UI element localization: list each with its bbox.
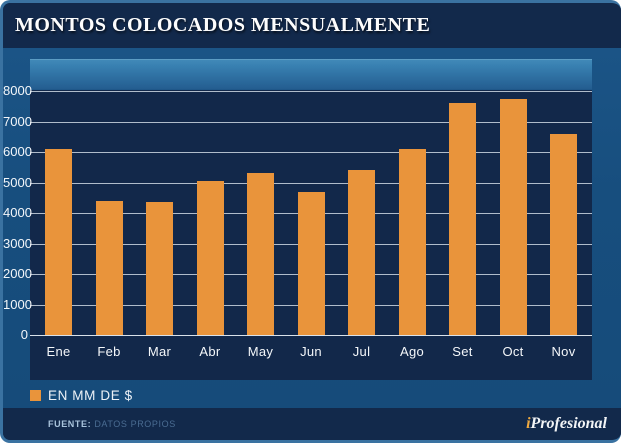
gridline-6000 <box>30 152 592 153</box>
source-note: FUENTE: DATOS PROPIOS <box>48 419 176 429</box>
x-tick-label-abr: Abr <box>199 344 221 359</box>
y-tick-label-7000: 7000 <box>3 113 32 129</box>
x-tick-label-ene: Ene <box>46 344 71 359</box>
brand-logo-rest: Profesional <box>530 415 607 432</box>
gridline-0 <box>30 335 592 336</box>
bar-jun <box>297 191 325 335</box>
title-bar: MONTOS COLOCADOS MENSUALMENTE <box>3 3 621 48</box>
brand-logo-i: i <box>526 415 531 432</box>
bar-oct <box>499 98 527 335</box>
x-tick-label-set: Set <box>452 344 473 359</box>
gridline-5000 <box>30 182 592 184</box>
bar-may <box>247 173 274 335</box>
y-tick-label-4000: 4000 <box>3 205 32 220</box>
x-tick-label-may: May <box>247 344 274 359</box>
brand-logo: iProfesional <box>526 415 607 433</box>
x-tick-label-oct: Oct <box>502 344 524 359</box>
x-tick-label-feb: Feb <box>97 344 121 359</box>
y-tick-label-2000: 2000 <box>3 266 32 281</box>
bar-jul <box>348 170 375 335</box>
legend-swatch-icon <box>30 389 41 401</box>
y-tick-label-8000: 8000 <box>3 83 32 98</box>
gridline-7000 <box>30 121 592 123</box>
bar-abr <box>196 180 224 335</box>
y-tick-label-0: 0 <box>20 327 28 342</box>
chart-area: Ene Feb Mar Abr May Jun Jul Ago Set Oct Nov 0 1000 2… <box>3 48 621 408</box>
gridline-8000 <box>30 91 592 92</box>
bar-set <box>449 103 476 335</box>
page-title: MONTOS COLOCADOS MENSUALMENTE <box>15 14 431 36</box>
y-tick-label-3000: 3000 <box>3 235 32 251</box>
x-tick-label-nov: Nov <box>551 344 576 359</box>
x-tick-label-jul: Jul <box>352 344 371 359</box>
footer-bar: FUENTE: DATOS PROPIOS iProfesional <box>3 408 621 440</box>
plot-gloss-band <box>30 59 592 90</box>
plot-area: Ene Feb Mar Abr May Jun Jul Ago Set Oct Nov <box>30 59 592 380</box>
x-tick-label-ago: Ago <box>399 344 425 359</box>
legend: EN MM DE $ <box>30 387 133 403</box>
source-label: FUENTE: <box>48 419 92 429</box>
bar-nov <box>550 133 577 335</box>
bar-mar <box>146 202 173 335</box>
y-tick-label-5000: 5000 <box>3 174 32 190</box>
y-tick-label-1000: 1000 <box>3 296 32 312</box>
x-tick-label-mar: Mar <box>147 344 172 359</box>
y-tick-label-6000: 6000 <box>3 144 32 159</box>
x-tick-label-jun: Jun <box>300 344 322 359</box>
bar-feb <box>95 200 123 335</box>
source-value: DATOS PROPIOS <box>94 419 176 429</box>
legend-label: EN MM DE $ <box>48 387 133 403</box>
bar-ago <box>398 148 426 335</box>
bar-ene <box>45 148 72 335</box>
